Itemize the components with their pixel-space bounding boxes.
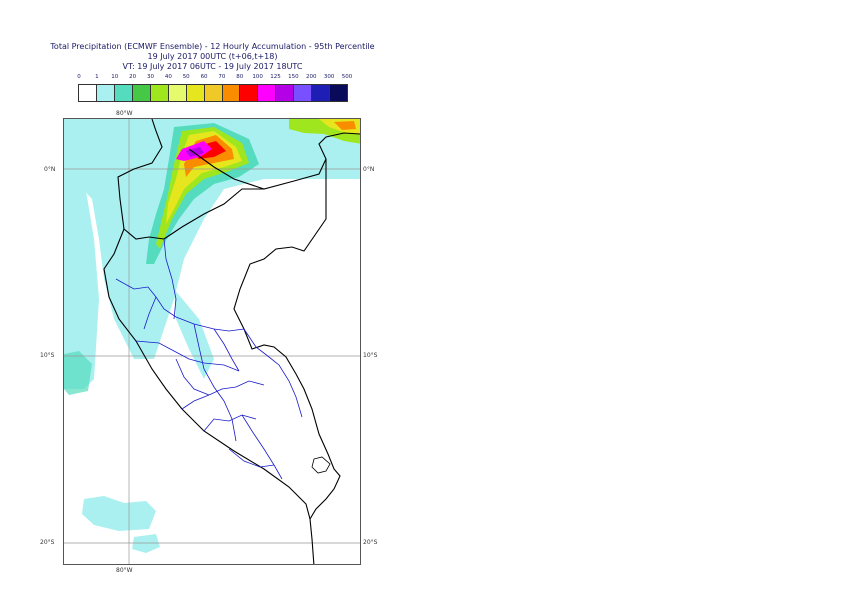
precip-cyan-andes	[174, 289, 214, 379]
precip-cyan-offshore	[64, 119, 360, 359]
legend-label: 30	[146, 74, 154, 80]
legend-label: 0	[77, 74, 81, 80]
country-borders	[103, 119, 360, 564]
region-borders	[115, 238, 303, 480]
legend-swatch	[312, 85, 331, 101]
map-svg	[64, 119, 360, 564]
legend-labels: 0 1 10 20 30 40 50 60 70 80 100 125 150 200 300 500	[77, 74, 352, 84]
legend-label: 10	[111, 74, 119, 80]
lat-label-left-20: 20°S	[40, 539, 55, 546]
legend-swatch	[258, 85, 277, 101]
lon-label-top: 80°W	[116, 110, 133, 117]
legend-label: 50	[182, 74, 190, 80]
legend-swatch	[294, 85, 313, 101]
legend-label: 20	[129, 74, 137, 80]
legend-swatch	[96, 85, 115, 101]
legend-label: 200	[306, 74, 317, 80]
legend-swatch	[114, 85, 133, 101]
title-line-3: VT: 19 July 2017 06UTC - 19 July 2017 18…	[122, 62, 303, 71]
legend-label: 1	[95, 74, 99, 80]
legend-label: 300	[323, 74, 335, 80]
legend-swatch	[276, 85, 295, 101]
precip-cyan-patch-3	[132, 534, 160, 553]
legend-swatch	[79, 85, 97, 101]
title-line-2: 19 July 2017 00UTC (t+06,t+18)	[147, 52, 278, 61]
legend-swatch	[132, 85, 151, 101]
precipitation-map	[63, 118, 361, 565]
lat-label-right-20: 20°S	[363, 539, 378, 546]
precip-ne-orange	[334, 121, 356, 130]
legend-swatch	[150, 85, 169, 101]
legend-swatch	[330, 85, 348, 101]
legend-swatch	[186, 85, 205, 101]
color-legend: 0 1 10 20 30 40 50 60 70 80 100 125 150 200 300 500	[77, 74, 352, 102]
legend-color-bar	[78, 84, 348, 102]
legend-label: 100	[252, 74, 263, 80]
legend-swatch	[240, 85, 259, 101]
graticule	[64, 119, 360, 564]
legend-label: 500	[341, 74, 353, 80]
precip-cyan-patch-1	[64, 351, 92, 395]
legend-label: 125	[270, 74, 281, 80]
precip-cyan-patch-2	[82, 496, 156, 531]
legend-swatch	[222, 85, 241, 101]
lon-label-bottom: 80°W	[116, 567, 133, 574]
lat-label-left-0: 0°N	[44, 166, 56, 173]
lake-titicaca	[311, 456, 331, 474]
chart-title: Total Precipitation (ECMWF Ensemble) - 1…	[0, 42, 425, 72]
legend-label: 40	[164, 74, 172, 80]
legend-label: 150	[288, 74, 299, 80]
legend-label: 60	[200, 74, 208, 80]
lat-label-left-10: 10°S	[40, 352, 55, 359]
lat-label-right-10: 10°S	[363, 352, 378, 359]
title-line-1: Total Precipitation (ECMWF Ensemble) - 1…	[50, 42, 375, 51]
legend-label: 80	[236, 74, 244, 80]
precip-purple-core	[186, 147, 204, 157]
legend-swatch	[204, 85, 223, 101]
lat-label-right-0: 0°N	[363, 166, 375, 173]
precip-cyan-west	[64, 159, 99, 389]
legend-label: 70	[218, 74, 226, 80]
legend-swatch	[168, 85, 187, 101]
